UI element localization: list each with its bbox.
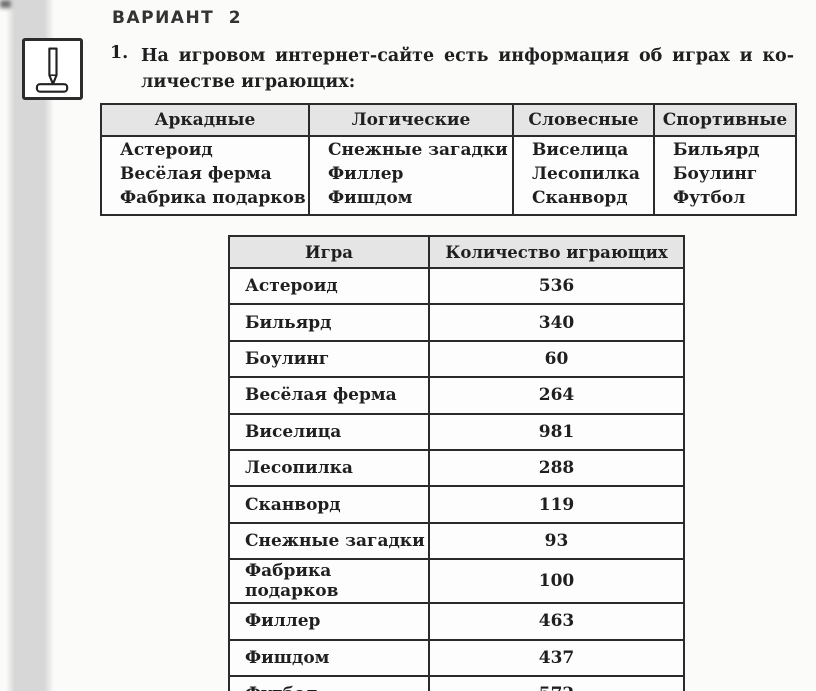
game-name-cell: Филлер [228, 602, 430, 641]
logic-games-cell: Снежные загадки Филлер Фишдом [308, 135, 514, 216]
writing-task-icon-box [22, 38, 83, 100]
game-name: Снежные загадки [328, 140, 508, 160]
game-name-cell: Весёлая ферма [228, 376, 430, 415]
task-1: 1. На игровом интернет-сайте есть информ… [110, 43, 794, 95]
column-header-sport: Спортивные [653, 103, 797, 137]
players-count-cell: 60 [428, 339, 685, 379]
game-name-cell: Астероид [228, 266, 430, 306]
arcade-games-cell: Астероид Весёлая ферма Фабрика подарков [100, 135, 310, 216]
game-name-cell: Фабрика подарков [228, 558, 430, 605]
word-games-cell: Виселица Лесопилка Сканворд [512, 135, 655, 216]
table-row: Бильярд 340 [228, 303, 685, 342]
categories-table: Аркадные Логические Словесные Спортивные… [100, 103, 797, 216]
players-count-cell: 536 [428, 266, 685, 306]
players-count-cell: 264 [428, 376, 685, 415]
task-number: 1. [110, 43, 129, 63]
game-name: Виселица [532, 140, 629, 160]
game-name-cell: Виселица [228, 412, 430, 451]
categories-body-row: Астероид Весёлая ферма Фабрика подарков … [100, 135, 797, 216]
page-binding-strip [6, 0, 54, 691]
scan-corner-smudge [0, 0, 11, 8]
sport-games-cell: Бильярд Боулинг Футбол [653, 135, 797, 216]
game-name: Фишдом [328, 188, 413, 208]
pencil-writing-icon [35, 47, 69, 93]
game-name-cell: Лесопилка [228, 448, 430, 488]
players-count-cell: 572 [428, 674, 685, 691]
table-row: Лесопилка 288 [228, 448, 685, 488]
players-count-cell: 340 [428, 303, 685, 342]
table-row: Весёлая ферма 264 [228, 376, 685, 415]
task-text: На игровом интернет-сайте есть информаци… [141, 43, 794, 95]
table-row: Фишдом 437 [228, 638, 685, 677]
categories-header-row: Аркадные Логические Словесные Спортивные [100, 103, 797, 137]
game-name: Лесопилка [532, 164, 640, 184]
players-count-cell: 288 [428, 448, 685, 488]
column-header-game: Игра [228, 235, 430, 269]
players-count-cell: 463 [428, 602, 685, 641]
table-row: Сканворд 119 [228, 485, 685, 524]
table-row: Виселица 981 [228, 412, 685, 451]
game-name: Боулинг [673, 164, 758, 184]
game-name-cell: Снежные загадки [228, 521, 430, 561]
column-header-logic: Логические [308, 103, 514, 137]
table-row: Фабрика подарков 100 [228, 558, 685, 605]
game-name-cell: Сканворд [228, 485, 430, 524]
table-row: Боулинг 60 [228, 339, 685, 379]
variant-heading: ВАРИАНТ 2 [112, 8, 243, 28]
game-name-cell: Боулинг [228, 339, 430, 379]
players-count-cell: 93 [428, 521, 685, 561]
game-name: Бильярд [673, 140, 760, 160]
table-row: Филлер 463 [228, 602, 685, 641]
players-count-cell: 437 [428, 638, 685, 677]
game-name-cell: Фишдом [228, 638, 430, 677]
players-count-cell: 981 [428, 412, 685, 451]
game-name: Весёлая ферма [120, 164, 272, 184]
column-header-players-count: Количество играющих [428, 235, 685, 269]
players-table: Игра Количество играющих Астероид 536 Би… [228, 235, 685, 691]
column-header-arcade: Аркадные [100, 103, 310, 137]
game-name: Астероид [120, 140, 213, 160]
game-name-cell: Футбол [228, 674, 430, 691]
game-name: Сканворд [532, 188, 628, 208]
game-name-cell: Бильярд [228, 303, 430, 342]
table-row: Футбол 572 [228, 674, 685, 691]
game-name: Филлер [328, 164, 404, 184]
table-row: Снежные загадки 93 [228, 521, 685, 561]
task-text-line-1: На игровом интернет-сайте есть информаци… [141, 46, 794, 66]
game-name: Футбол [673, 188, 746, 208]
game-name: Фабрика подарков [120, 188, 306, 208]
players-count-cell: 119 [428, 485, 685, 524]
task-text-line-2: личестве играющих: [141, 72, 356, 92]
players-header-row: Игра Количество играющих [228, 235, 685, 269]
players-count-cell: 100 [428, 558, 685, 605]
column-header-word: Словесные [512, 103, 655, 137]
table-row: Астероид 536 [228, 266, 685, 306]
